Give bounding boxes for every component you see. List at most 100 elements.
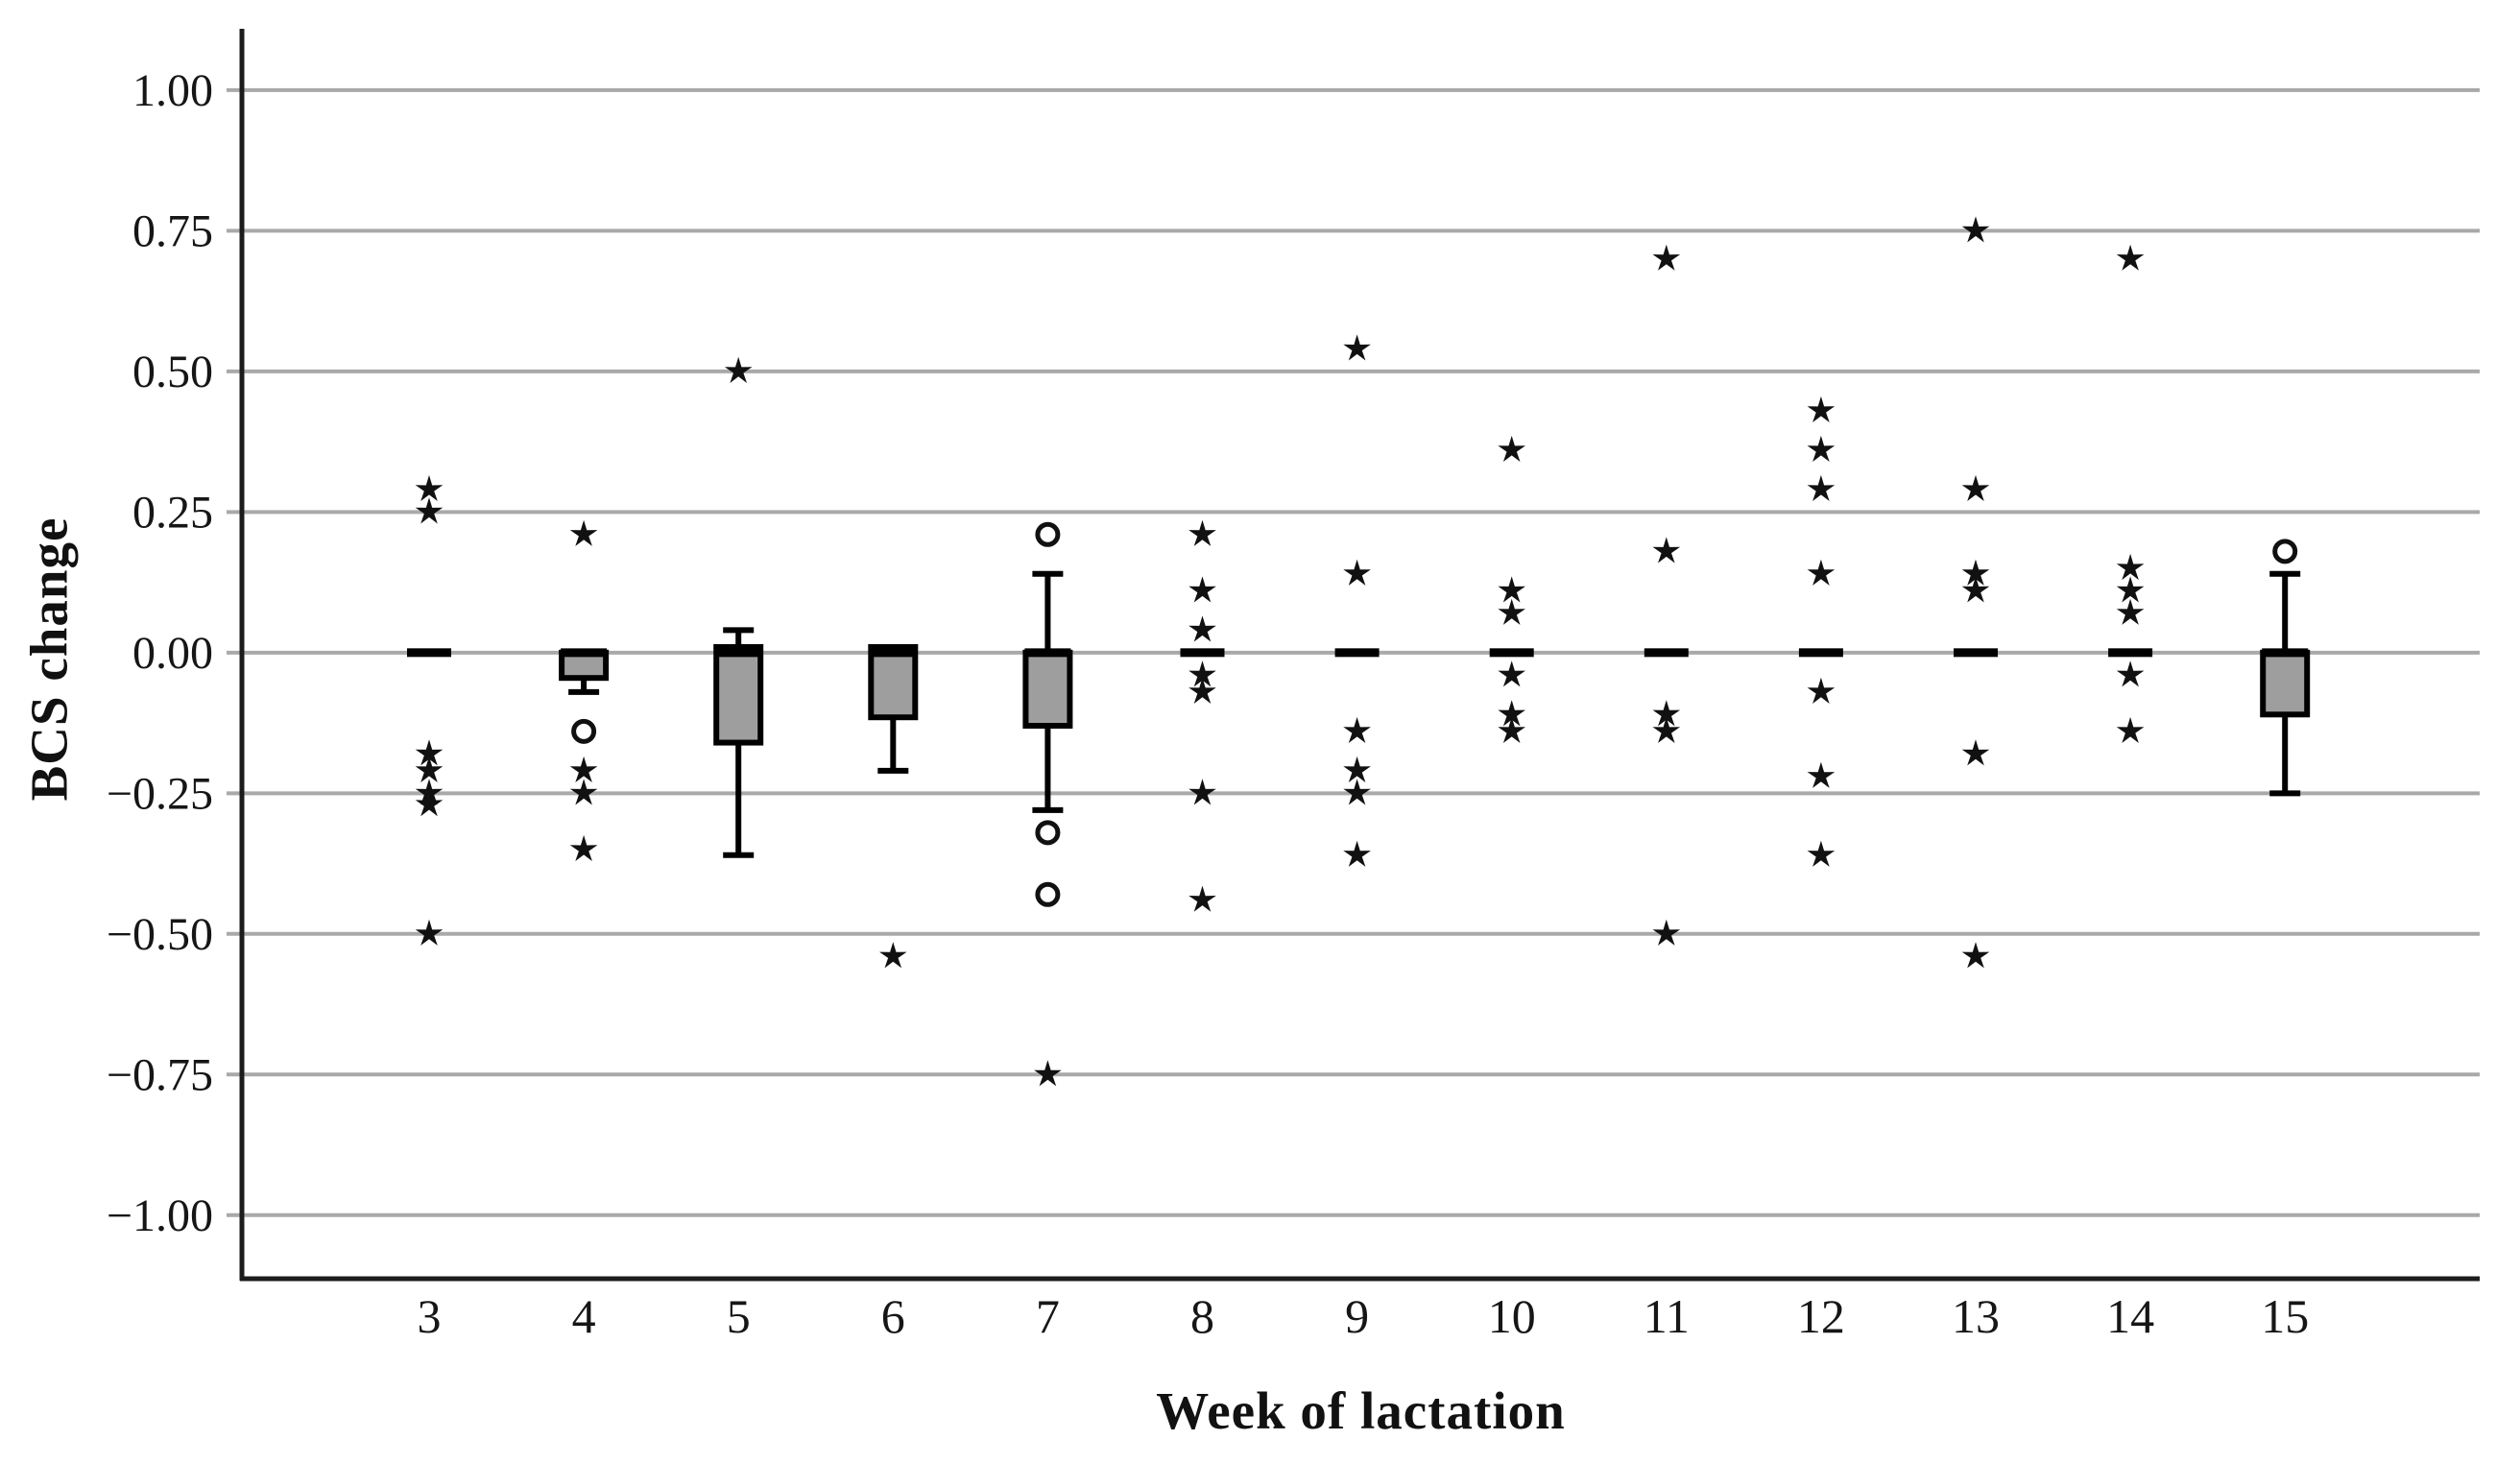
outlier-asterisk-week-3: [415, 474, 444, 501]
outlier-asterisk-week-11: [1652, 716, 1681, 743]
outlier-asterisk-week-7: [1034, 1060, 1062, 1087]
box-week-7: [1022, 649, 1073, 730]
outlier-asterisk-week-3: [415, 497, 444, 524]
outlier-asterisk-week-4: [569, 519, 598, 546]
outlier-asterisk-week-12: [1807, 559, 1836, 586]
median-week-8: [1180, 648, 1225, 658]
outlier-asterisk-week-12: [1807, 396, 1836, 422]
outlier-asterisk-week-3: [415, 919, 444, 946]
y-tick-label: −1.00: [107, 1190, 213, 1241]
box-week-15: [2260, 649, 2311, 718]
outlier-asterisk-week-13: [1961, 474, 1990, 501]
outlier-asterisk-week-3: [415, 739, 444, 766]
outlier-asterisk-week-8: [1188, 677, 1216, 704]
median-week-10: [1489, 648, 1534, 658]
median-week-3: [407, 648, 451, 658]
outlier-asterisk-week-14: [2116, 244, 2145, 271]
outlier-asterisk-week-12: [1807, 474, 1836, 501]
outlier-asterisk-week-13: [1961, 739, 1990, 766]
outlier-asterisk-week-11: [1652, 700, 1681, 727]
outlier-asterisk-week-3: [415, 790, 444, 817]
outlier-asterisk-week-13: [1961, 559, 1990, 586]
x-tick-label-13: 13: [1952, 1289, 2000, 1343]
outlier-asterisk-week-13: [1961, 216, 1990, 243]
y-tick-label: 0.50: [132, 347, 213, 397]
outlier-asterisk-week-5: [724, 356, 753, 383]
outlier-circle-week-7: [1035, 881, 1061, 907]
outlier-asterisk-week-10: [1498, 700, 1525, 727]
x-tick-label-5: 5: [727, 1289, 751, 1343]
outlier-asterisk-week-8: [1188, 519, 1216, 546]
x-tick-label-15: 15: [2261, 1289, 2309, 1343]
outlier-circle-week-7: [1035, 521, 1061, 547]
outlier-circle-week-7: [1035, 820, 1061, 846]
outlier-asterisk-week-12: [1807, 761, 1836, 788]
y-axis-title-wrap: BCS change: [15, 0, 83, 1317]
outlier-asterisk-week-14: [2116, 553, 2145, 581]
outlier-asterisk-week-8: [1188, 885, 1216, 912]
outlier-asterisk-week-10: [1498, 598, 1525, 625]
x-tick-label-9: 9: [1345, 1289, 1369, 1343]
x-tick-label-11: 11: [1644, 1289, 1690, 1343]
outlier-asterisk-week-14: [2116, 576, 2145, 603]
outlier-asterisk-week-14: [2116, 598, 2145, 625]
x-tick-label-8: 8: [1190, 1289, 1214, 1343]
outlier-asterisk-week-9: [1343, 559, 1371, 586]
y-tick-label: 0.75: [132, 205, 213, 256]
y-tick-label: −0.25: [107, 768, 213, 819]
x-tick-label-10: 10: [1488, 1289, 1536, 1343]
outlier-asterisk-week-8: [1188, 576, 1216, 603]
x-tick-label-4: 4: [572, 1289, 596, 1343]
outlier-asterisk-week-4: [569, 779, 598, 805]
x-tick-label-3: 3: [418, 1289, 442, 1343]
outlier-asterisk-week-9: [1343, 840, 1371, 867]
outlier-asterisk-week-13: [1961, 576, 1990, 603]
outlier-asterisk-week-8: [1188, 660, 1216, 687]
outlier-asterisk-week-8: [1188, 615, 1216, 642]
outlier-asterisk-week-4: [569, 756, 598, 782]
box-week-5: [713, 643, 764, 746]
outlier-asterisk-week-9: [1343, 334, 1371, 361]
outlier-circle-week-4: [571, 718, 597, 744]
y-tick-label: 0.25: [132, 487, 213, 538]
outlier-asterisk-week-10: [1498, 716, 1525, 743]
y-tick-label: 0.00: [132, 628, 213, 679]
median-week-9: [1334, 648, 1380, 658]
outlier-asterisk-week-10: [1498, 576, 1525, 603]
outlier-asterisk-week-9: [1343, 779, 1371, 805]
y-tick-label: −0.75: [107, 1049, 213, 1100]
outlier-asterisk-week-11: [1652, 919, 1681, 946]
outlier-asterisk-week-12: [1807, 840, 1836, 867]
outlier-asterisk-week-9: [1343, 756, 1371, 782]
x-axis-title: Week of lactation: [1156, 1381, 1566, 1440]
outlier-asterisk-week-14: [2116, 660, 2145, 687]
outlier-asterisk-week-13: [1961, 942, 1990, 969]
outlier-circle-week-15: [2272, 539, 2298, 564]
outlier-asterisk-week-12: [1807, 435, 1836, 462]
median-week-14: [2108, 648, 2153, 658]
y-axis-title: BCS change: [19, 516, 79, 801]
x-tick-label-7: 7: [1036, 1289, 1060, 1343]
outlier-asterisk-week-10: [1498, 435, 1525, 462]
box-week-6: [868, 643, 919, 721]
x-tick-label-12: 12: [1797, 1289, 1845, 1343]
outlier-asterisk-week-11: [1652, 244, 1681, 271]
median-week-13: [1954, 648, 1998, 658]
outlier-asterisk-week-9: [1343, 716, 1371, 743]
x-tick-label-6: 6: [881, 1289, 905, 1343]
outlier-asterisk-week-11: [1652, 537, 1681, 564]
outlier-asterisk-week-14: [2116, 716, 2145, 743]
y-tick-label: −0.50: [107, 909, 213, 960]
median-week-12: [1798, 648, 1843, 658]
y-tick-label: 1.00: [132, 65, 213, 116]
outlier-asterisk-week-3: [415, 756, 444, 782]
median-week-11: [1644, 648, 1689, 658]
x-tick-label-14: 14: [2106, 1289, 2154, 1343]
outlier-asterisk-week-6: [879, 942, 907, 969]
outlier-asterisk-week-10: [1498, 660, 1525, 687]
outlier-asterisk-week-4: [569, 834, 598, 861]
outlier-asterisk-week-12: [1807, 677, 1836, 704]
outlier-asterisk-week-8: [1188, 779, 1216, 805]
